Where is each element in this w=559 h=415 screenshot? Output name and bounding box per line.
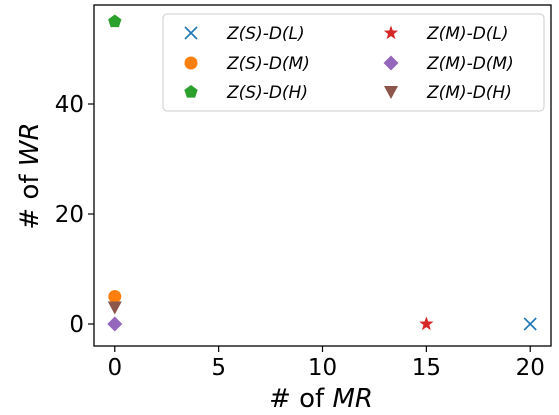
legend-marker-4: [383, 25, 399, 40]
legend-entry-1: Z(S)-D(L): [226, 24, 305, 44]
legend-marker-1: [184, 26, 198, 40]
y-tick-label: 20: [55, 202, 84, 228]
legend-marker-3: [184, 85, 198, 98]
ticks-layer: 0 5 10 15 20 0 20 40: [55, 92, 545, 381]
x-axis-label-variable: MR: [332, 384, 373, 414]
data-point-series-6: [107, 301, 122, 315]
legend-marker-6: [384, 86, 398, 99]
legend-entry-6: Z(M)-D(H): [426, 83, 512, 103]
y-axis-label: # of WR: [15, 122, 45, 229]
x-tick-label: 10: [308, 355, 337, 381]
x-tick-label: 5: [211, 355, 226, 381]
legend-entry-4: Z(M)-D(L): [426, 24, 509, 44]
y-axis-label-prefix: # of: [15, 166, 45, 229]
y-tick-label: 40: [55, 92, 84, 118]
legend-marker-2: [184, 56, 198, 70]
x-tick-label: 20: [516, 355, 545, 381]
legend-box: [162, 13, 545, 112]
legend-entry-3: Z(S)-D(H): [226, 83, 308, 103]
legend-entry-5: Z(M)-D(M): [426, 54, 514, 74]
x-tick-label: 15: [412, 355, 441, 381]
x-tick-label: 0: [107, 355, 122, 381]
x-axis-label-prefix: # of: [269, 384, 332, 414]
y-axis-label-variable: WR: [15, 122, 45, 166]
data-point-series-2: [108, 290, 122, 303]
legend: Z(S)-D(L) Z(S)-D(M) Z(S)-D(H) Z(M)-D(L) Z(M)…: [162, 13, 545, 112]
data-point-series-3: [108, 14, 122, 28]
points-layer: [107, 14, 537, 332]
plot-frame: [93, 4, 552, 347]
legend-marker-5: [383, 55, 399, 71]
legend-entry-2: Z(S)-D(M): [226, 54, 310, 74]
data-point-series-1: [523, 317, 537, 331]
x-axis-label: # of MR: [269, 384, 373, 414]
data-point-series-5: [107, 316, 123, 332]
y-tick-label: 0: [69, 312, 84, 338]
data-point-series-4: [419, 316, 434, 331]
